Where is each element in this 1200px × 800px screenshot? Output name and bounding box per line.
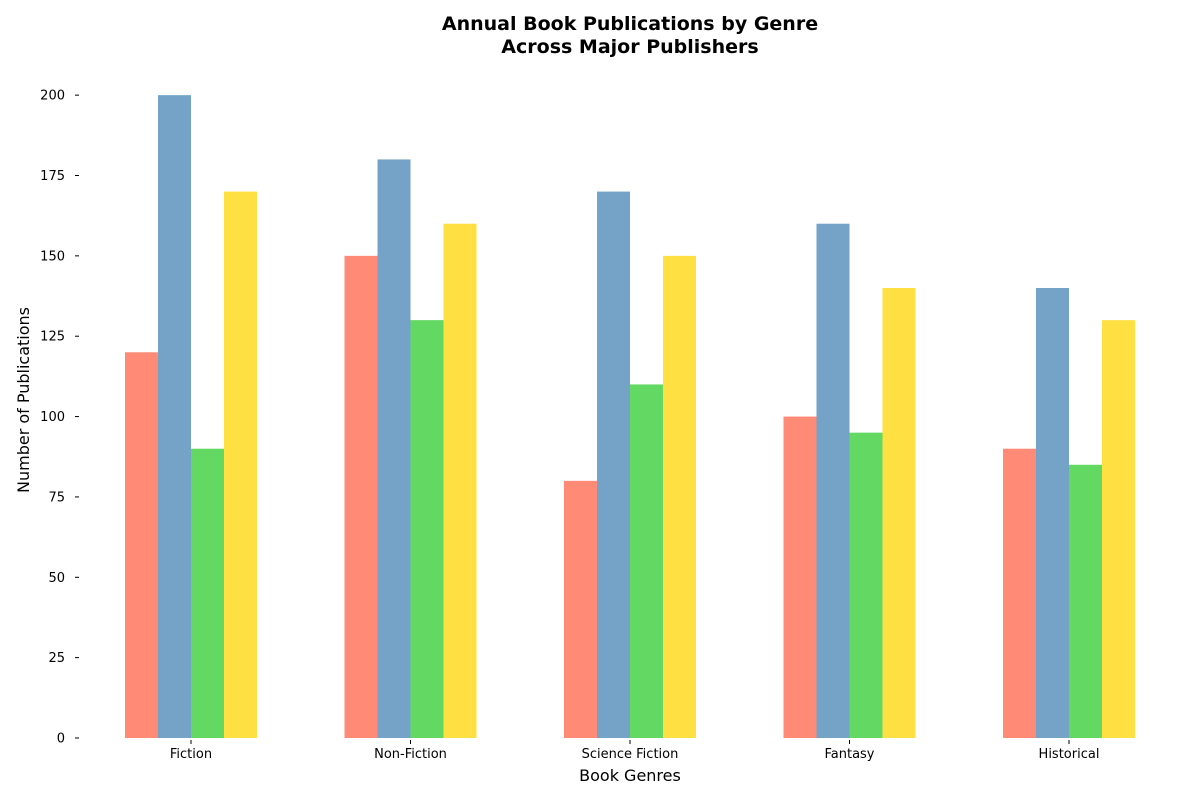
bar [849,432,883,738]
y-tick-label: 150 [40,249,65,264]
bar [1003,448,1036,738]
bar [125,352,158,738]
bar [443,223,477,738]
bar [663,255,696,738]
bar [597,191,630,739]
x-tick-label: Science Fiction [582,747,679,762]
x-tick-label: Historical [1039,747,1100,762]
y-tick-label: 200 [40,89,65,104]
bar [882,288,916,738]
x-tick-label: Fiction [170,747,212,762]
bar [344,255,378,738]
x-tick-label: Non-Fiction [374,747,447,762]
y-axis-label: Number of Publications [14,307,33,493]
chart-title-line: Annual Book Publications by Genre [442,13,818,35]
bar [783,416,817,738]
y-tick-label: 75 [48,490,65,505]
bar [1036,288,1069,738]
bar [224,191,257,739]
bar [816,223,850,738]
bar [1102,320,1135,738]
y-tick-label: 100 [40,410,65,425]
bar [191,448,224,738]
chart-title: Annual Book Publications by GenreAcross … [442,13,818,58]
x-axis: Fiction Non-Fiction Science Fiction Fantasy… [170,740,1100,762]
chart-title-line: Across Major Publishers [501,36,758,58]
bar [630,384,663,738]
y-tick-label: 125 [40,330,65,345]
y-tick-label: 50 [48,571,65,586]
y-tick-label: 25 [48,651,65,666]
y-axis: 0 25 50 75 100 125 150 175 200 [40,89,79,747]
x-tick-label: Fantasy [824,747,874,762]
bar [377,159,411,738]
bar [1069,464,1102,738]
y-tick-label: 0 [57,732,65,747]
bar [410,320,444,738]
x-axis-label: Book Genres [579,766,681,785]
bar [158,95,191,738]
y-tick-label: 175 [40,169,65,184]
bar [564,480,597,738]
bars [125,95,1135,739]
